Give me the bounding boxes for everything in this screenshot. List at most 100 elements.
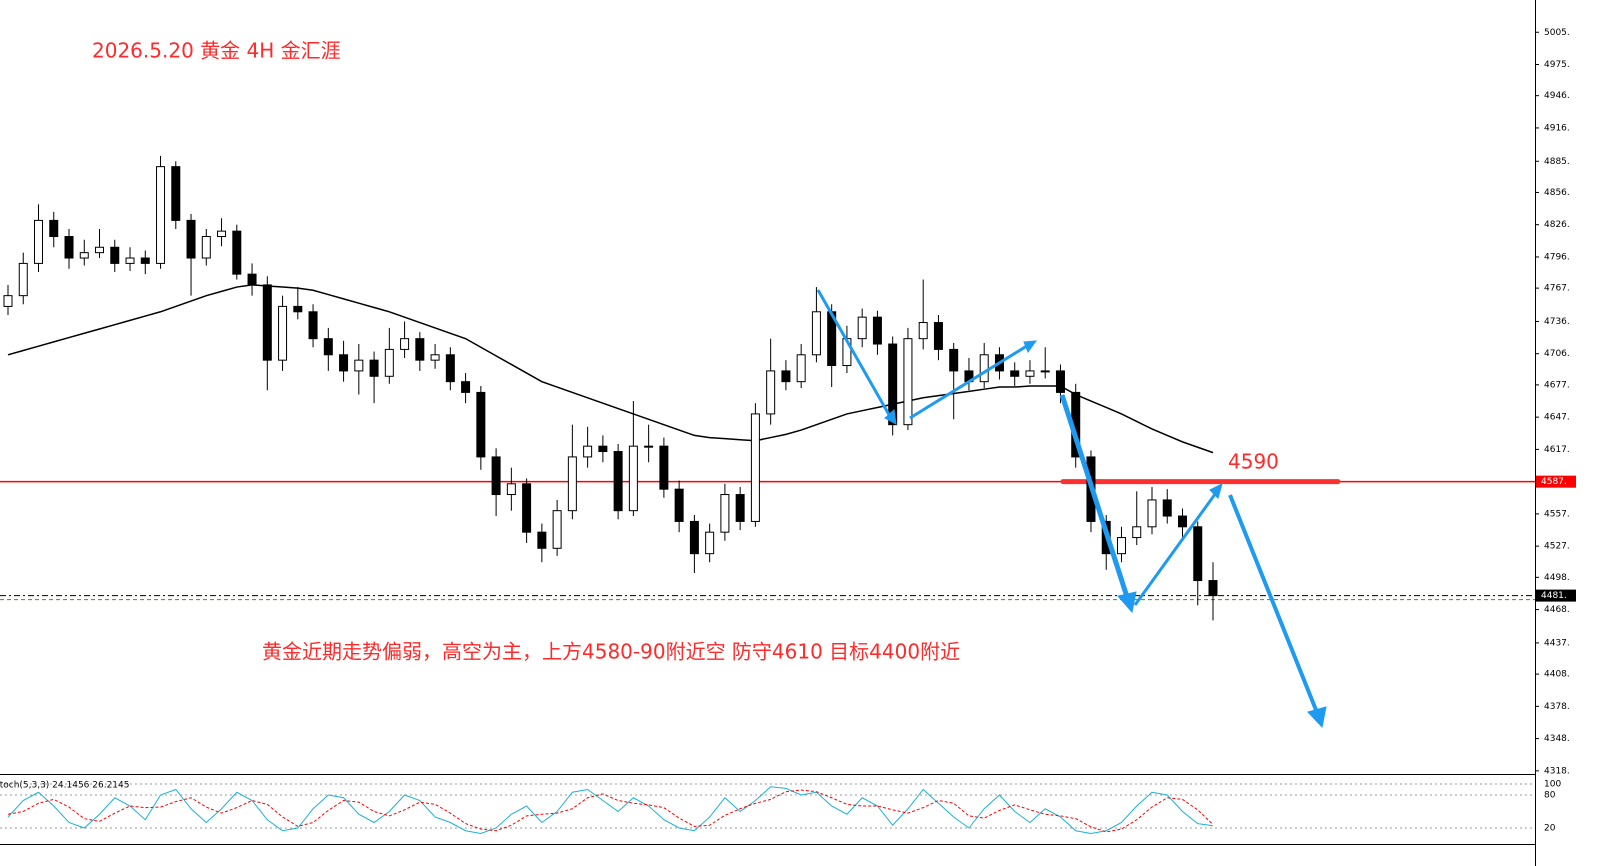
candle-body	[110, 246, 120, 264]
y-tick-label: 4677.	[1544, 380, 1570, 390]
candle-body	[567, 456, 577, 512]
candle-body	[857, 316, 867, 340]
candle-body	[1055, 370, 1065, 393]
y-tick-label: 4885.	[1544, 157, 1570, 167]
y-tick-label: 4498.	[1544, 573, 1570, 583]
candle-body	[262, 284, 272, 361]
arrow-head	[884, 409, 897, 425]
arrow	[1228, 494, 1320, 716]
arrow-head	[1307, 706, 1327, 729]
y-tick-label: 4736.	[1544, 317, 1570, 327]
arrow	[909, 342, 1031, 420]
y-tick-label: 4826.	[1544, 220, 1570, 230]
candle-body	[1040, 370, 1050, 373]
moving-average	[7, 284, 1214, 454]
candle-body	[522, 483, 532, 533]
candle-body	[1116, 537, 1126, 555]
candle-body	[461, 381, 471, 393]
candle-body	[903, 338, 913, 426]
candle-body	[171, 166, 181, 221]
candle-body	[49, 219, 59, 238]
y-tick-label: 4318.	[1544, 766, 1570, 776]
candle-body	[979, 354, 989, 383]
arrow-head	[1117, 591, 1137, 614]
candle-body	[689, 520, 699, 555]
arrow	[1133, 489, 1220, 606]
candle-body	[400, 338, 410, 350]
y-tick-label: 4975.	[1544, 60, 1570, 70]
y-tick-label: 4767.	[1544, 284, 1570, 294]
candle-body	[918, 322, 928, 340]
y-tick-label: 4946.	[1544, 91, 1570, 101]
candle-body	[140, 257, 150, 264]
stoch-label: Stoch(5,3,3) 24.1456 26.2145	[0, 781, 129, 791]
y-tick-label: 4348.	[1544, 734, 1570, 744]
chart-title: 2026.5.20 黄金 4H 金汇涯	[92, 39, 341, 63]
candle-body	[232, 230, 242, 275]
candle-body	[79, 252, 89, 259]
candle-body	[705, 531, 715, 555]
candle-body	[1193, 526, 1203, 582]
y-tick-label: 4557.	[1544, 509, 1570, 519]
candle-body	[201, 236, 211, 259]
y-tick-label: 4706.	[1544, 349, 1570, 359]
candle-body	[1162, 499, 1172, 517]
y-tick-label: 4916.	[1544, 123, 1570, 133]
candle-body	[415, 338, 425, 361]
candle-body	[445, 354, 455, 383]
y-tick-label: 4527.	[1544, 542, 1570, 552]
candle-body	[1208, 580, 1218, 597]
arrow	[1059, 394, 1131, 601]
candle-body	[1147, 499, 1157, 528]
candle-body	[95, 246, 105, 254]
candle-body	[293, 305, 303, 313]
candle-body	[430, 354, 440, 361]
candle-body	[537, 531, 547, 549]
candle-body	[720, 494, 730, 533]
candle-body	[1010, 370, 1020, 377]
candle-body	[781, 370, 791, 383]
candle-body	[278, 305, 288, 361]
stoch-tick-label: 80	[1544, 791, 1556, 801]
candle-body	[34, 219, 44, 264]
candle-body	[1132, 526, 1142, 539]
price-box	[1536, 475, 1576, 488]
stoch-line	[7, 786, 1214, 835]
stoch-line	[7, 789, 1214, 833]
y-tick-label: 4856.	[1544, 188, 1570, 198]
y-tick-label: 4437.	[1544, 638, 1570, 648]
candle-body	[384, 348, 394, 377]
arrows	[816, 289, 1327, 729]
candle-body	[613, 451, 623, 512]
candle-body	[247, 273, 257, 286]
annotation: 黄金近期走势偏弱，高空为主，上方4580-90附近空 防守4610 目标4400…	[262, 640, 960, 664]
level-label: 4590	[1228, 450, 1279, 474]
candle-body	[323, 338, 333, 356]
candle-body	[766, 370, 776, 415]
candle-body	[18, 262, 28, 297]
y-tick-label: 4468.	[1544, 605, 1570, 615]
candle-body	[933, 322, 943, 350]
y-tick-label: 4617.	[1544, 445, 1570, 455]
candle-body	[949, 348, 959, 372]
candle-body	[1177, 515, 1187, 528]
candle-body	[3, 295, 13, 307]
y-tick-label: 4408.	[1544, 670, 1570, 680]
stoch-tick-label: 100	[1544, 780, 1561, 790]
candle-body	[735, 494, 745, 522]
candle-body	[1025, 370, 1035, 377]
candle-body	[888, 343, 898, 426]
price-label: 4481.	[1541, 591, 1567, 601]
price-box	[1536, 589, 1576, 602]
y-tick-label: 4647.	[1544, 413, 1570, 423]
candle-body	[506, 483, 516, 496]
candle-body	[628, 445, 638, 512]
candle-body	[872, 316, 882, 345]
candle-body	[644, 445, 654, 448]
candle-body	[476, 391, 486, 458]
candle-body	[491, 456, 501, 496]
stoch-tick-label: 20	[1544, 824, 1556, 834]
candle-body	[339, 354, 349, 372]
